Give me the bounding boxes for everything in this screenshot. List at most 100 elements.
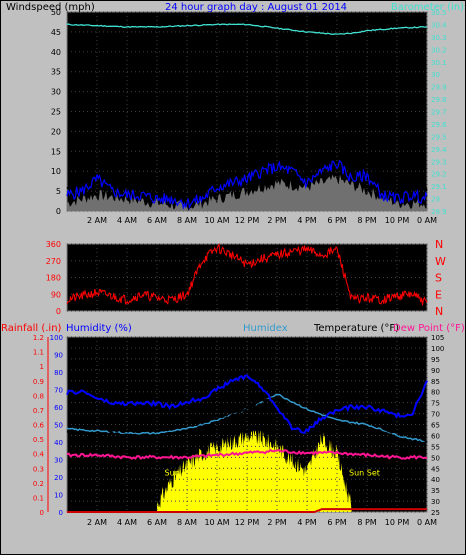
temp-y-tick-label: 65: [431, 422, 440, 430]
rain-y-tick-label: 1: [40, 363, 44, 371]
rain-y-tick-label: 0.6: [33, 422, 45, 430]
humidity-y-tick-label: 50: [54, 422, 63, 430]
rain-y-tick-label: 0.4: [33, 451, 45, 459]
temp-y-tick-label: 40: [431, 476, 440, 484]
baro-y-tick-label: 28.9: [431, 208, 447, 216]
rain-y-tick-label: 0.2: [33, 480, 44, 488]
temp-y-tick-label: 75: [431, 400, 440, 408]
direction-y-tick-label: 180: [46, 274, 61, 283]
direction-compass-label: N: [435, 305, 443, 318]
temp-x-tick-label: 10 PM: [385, 518, 410, 527]
temp-y-tick-label: 30: [431, 498, 440, 506]
sunset-label: Sun Set: [349, 469, 380, 478]
sunrise-label: Sun Rise: [165, 469, 200, 478]
rain-y-tick-label: 0.8: [33, 392, 44, 400]
baro-y-tick-label: 29.2: [431, 171, 447, 179]
temp-y-tick-label: 35: [431, 487, 440, 495]
baro-y-tick-label: 29.1: [431, 183, 447, 191]
direction-y-tick-label: 90: [51, 290, 61, 299]
wind-y-tick-label: 45: [51, 28, 61, 37]
temp-y-tick-label: 60: [431, 432, 440, 440]
rain-y-tick-label: 0.7: [33, 407, 44, 415]
temp-x-tick-label: 6 PM: [327, 518, 346, 527]
wind-direction-line: [66, 243, 428, 306]
direction-y-tick-label: 0: [56, 307, 61, 316]
wind-y-tick-label: 30: [51, 88, 61, 97]
humidity-y-tick-label: 10: [54, 492, 63, 500]
wind-x-tick-label: 10 AM: [204, 216, 229, 225]
wind-x-tick-label: 4 AM: [117, 216, 137, 225]
temp-x-tick-label: 4 AM: [117, 518, 137, 527]
temp-y-tick-label: 55: [431, 443, 440, 451]
wind-x-tick-label: 8 PM: [357, 216, 376, 225]
wind-y-tick-label: 35: [51, 68, 61, 77]
wind-y-tick-label: 25: [51, 108, 61, 117]
temp-x-tick-label: 10 AM: [204, 518, 229, 527]
temp-x-tick-label: 0 AM: [417, 518, 437, 527]
wind-gust-line: [66, 118, 428, 205]
chart-title: 24 hour graph day : August 01 2014: [165, 2, 347, 13]
baro-y-tick-label: 29.9: [431, 84, 447, 92]
baro-y-tick-label: 29.8: [431, 96, 447, 104]
direction-compass-label: S: [435, 272, 442, 285]
humidity-y-tick-label: 80: [54, 369, 63, 377]
temp-y-tick-label: 95: [431, 356, 440, 364]
baro-y-tick-label: 29.4: [431, 146, 447, 154]
wind-x-tick-label: 0 AM: [417, 216, 437, 225]
wind-y-tick-label: 5: [56, 187, 61, 196]
direction-y-tick-label: 360: [46, 240, 61, 249]
wind-x-tick-label: 6 AM: [147, 216, 167, 225]
wind-x-tick-label: 12 PM: [235, 216, 260, 225]
wind-x-tick-label: 2 AM: [87, 216, 107, 225]
direction-compass-label: E: [435, 288, 442, 301]
temp-y-tick-label: 25: [431, 509, 440, 517]
rain-y-tick-label: 1.2: [33, 334, 44, 342]
humidity-y-tick-label: 30: [54, 457, 63, 465]
baro-y-tick-label: 30.4: [431, 21, 447, 29]
temp-y-tick-label: 100: [431, 345, 444, 353]
wind-axis-title: Windspeed (mph): [6, 2, 95, 13]
temp-y-tick-label: 50: [431, 454, 440, 462]
baro-y-tick-label: 29.6: [431, 121, 447, 129]
rain-y-tick-label: 1.1: [33, 349, 44, 357]
dewpoint-axis-title: Dew Point (°F): [393, 323, 465, 334]
solar-area: [157, 429, 352, 512]
humidity-y-tick-label: 90: [54, 352, 63, 360]
temp-y-tick-label: 90: [431, 367, 440, 375]
baro-y-tick-label: 29: [431, 196, 440, 204]
baro-y-tick-label: 29.3: [431, 158, 447, 166]
wind-y-tick-label: 50: [51, 8, 61, 17]
humidity-y-tick-label: 70: [54, 387, 63, 395]
wind-x-tick-label: 8 AM: [177, 216, 197, 225]
rain-y-tick-label: 0.1: [33, 494, 44, 502]
temp-x-tick-label: 6 AM: [147, 518, 167, 527]
temp-y-tick-label: 80: [431, 389, 440, 397]
rain-y-tick-label: 0.5: [33, 436, 44, 444]
direction-y-tick-label: 270: [46, 257, 61, 266]
temp-x-tick-label: 2 PM: [267, 518, 286, 527]
barometer-line: [66, 23, 428, 35]
temp-y-tick-label: 45: [431, 465, 440, 473]
rain-y-tick-label: 0: [40, 509, 44, 517]
wind-speed-line: [66, 159, 428, 211]
temp-y-tick-label: 70: [431, 411, 440, 419]
wind-y-tick-label: 0: [56, 207, 61, 216]
wind-y-tick-label: 10: [51, 167, 61, 176]
humidex-axis-title: Humidex: [243, 323, 288, 334]
temperature-axis-title: Temperature (°F): [313, 323, 399, 334]
rainfall-axis-title: Rainfall (.in): [1, 323, 62, 334]
humidity-y-tick-label: 40: [54, 439, 63, 447]
temp-y-tick-label: 85: [431, 378, 440, 386]
direction-compass-label: N: [435, 238, 443, 251]
wind-x-tick-label: 2 PM: [267, 216, 286, 225]
baro-y-tick-label: 30.1: [431, 59, 447, 67]
baro-y-tick-label: 30.2: [431, 46, 447, 54]
humidity-y-tick-label: 20: [54, 474, 63, 482]
humidity-axis-title: Humidity (%): [66, 323, 132, 334]
rainfall-line: [67, 508, 427, 513]
temp-x-tick-label: 2 AM: [87, 518, 107, 527]
humidity-y-tick-label: 100: [50, 334, 63, 342]
dewpoint-line: [66, 448, 428, 461]
